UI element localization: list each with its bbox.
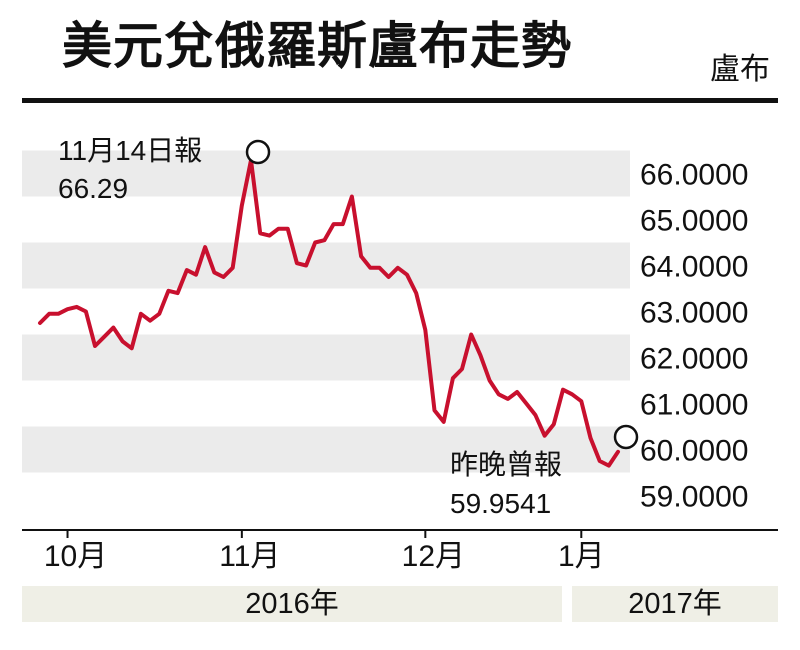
grid-band [22, 150, 630, 197]
y-tick-label: 60.0000 [640, 435, 748, 468]
y-tick-label: 59.0000 [640, 481, 748, 514]
annotation-latest-label: 昨晚曾報 [450, 449, 562, 480]
annotation-high-label: 11月14日報 [58, 135, 202, 166]
y-tick-label: 65.0000 [640, 205, 748, 238]
annotation-high-value: 66.29 [58, 173, 128, 204]
chart-title: 美元兌俄羅斯盧布走勢 [62, 16, 572, 75]
series-line [38, 158, 620, 468]
annotation-marker-latest [613, 424, 639, 450]
x-axis: 10月 11月 12月 1月 [22, 529, 778, 573]
grid-band [22, 426, 630, 473]
year-label-2016: 2016年 [22, 586, 562, 622]
unit-label: 盧布 [710, 53, 770, 86]
y-tick-label: 62.0000 [640, 343, 748, 376]
y-tick-label: 61.0000 [640, 389, 748, 422]
x-tick-label: 10月 [44, 540, 107, 573]
year-label-2017: 2017年 [572, 586, 778, 622]
series-group [38, 158, 620, 468]
x-tick-label: 11月 [219, 540, 280, 573]
grid-band [22, 242, 630, 289]
annotations: 11月14日報 66.29 昨晚曾報 59.9541 [58, 135, 639, 519]
y-tick-label: 66.0000 [640, 159, 748, 192]
y-axis-ticks: 66.0000 65.0000 64.0000 63.0000 62.0000 61.00… [640, 159, 748, 514]
y-tick-label: 63.0000 [640, 297, 748, 330]
y-tick-label: 64.0000 [640, 251, 748, 284]
x-tick-label: 1月 [558, 540, 605, 573]
annotation-latest-value: 59.9541 [450, 488, 551, 519]
grid-band [22, 334, 630, 381]
x-tick-label: 12月 [402, 540, 465, 573]
title-rule [22, 98, 778, 103]
annotation-marker-high [245, 139, 271, 165]
